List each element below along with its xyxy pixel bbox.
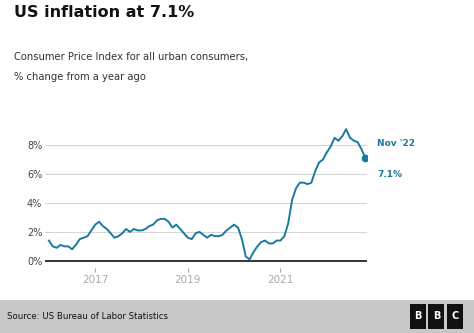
Text: C: C: [451, 311, 458, 321]
Text: 7.1%: 7.1%: [377, 170, 402, 179]
Text: Nov '22: Nov '22: [377, 139, 415, 148]
Text: US inflation at 7.1%: US inflation at 7.1%: [14, 5, 194, 20]
Text: % change from a year ago: % change from a year ago: [14, 72, 146, 82]
FancyBboxPatch shape: [447, 304, 463, 329]
FancyBboxPatch shape: [428, 304, 444, 329]
Text: Consumer Price Index for all urban consumers,: Consumer Price Index for all urban consu…: [14, 52, 248, 62]
Text: Source: US Bureau of Labor Statistics: Source: US Bureau of Labor Statistics: [7, 312, 168, 321]
FancyBboxPatch shape: [410, 304, 426, 329]
Text: B: B: [414, 311, 421, 321]
Text: B: B: [433, 311, 440, 321]
